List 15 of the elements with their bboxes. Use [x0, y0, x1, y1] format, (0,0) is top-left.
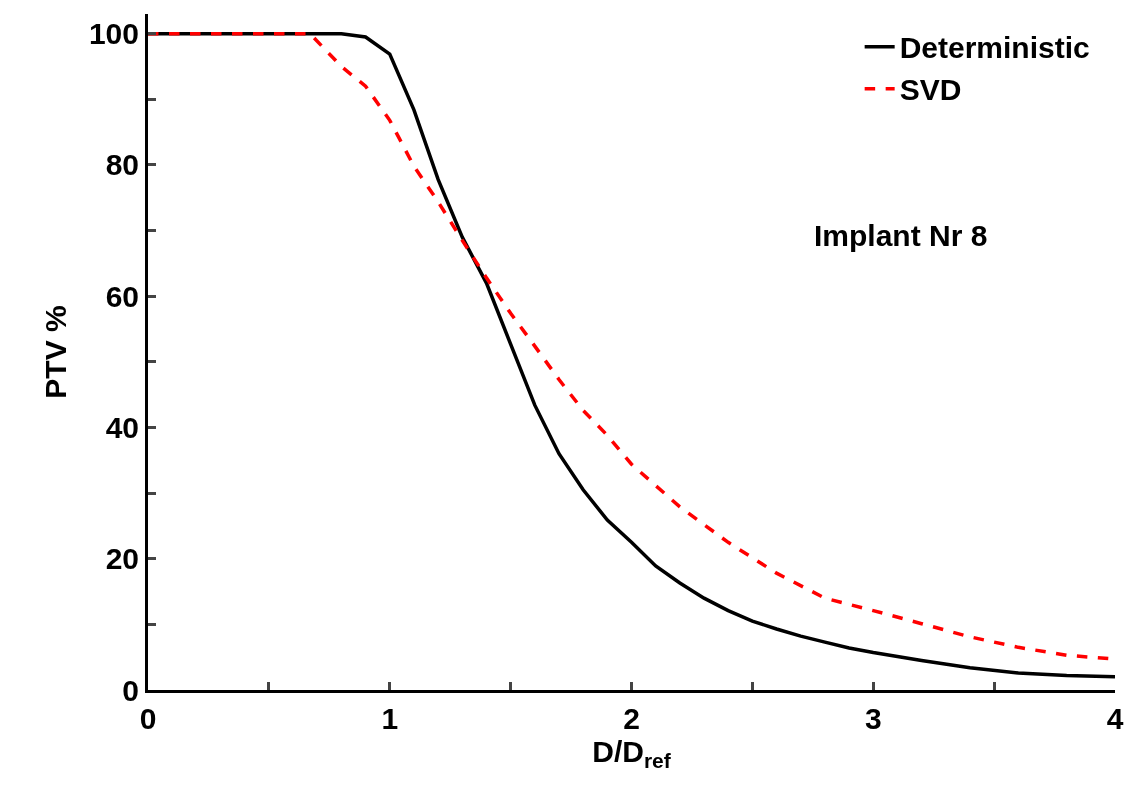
x-tick-label: 2 — [623, 702, 640, 735]
x-tick-label: 3 — [864, 702, 882, 735]
y-tick-label: 20 — [105, 542, 139, 576]
x-tick-label: 4 — [1106, 702, 1124, 735]
x-tick-label: 1 — [381, 702, 399, 735]
legend-label: Deterministic — [899, 31, 1090, 65]
y-tick-label: 40 — [105, 410, 139, 444]
y-tick-label: 60 — [105, 279, 139, 313]
legend-label: SVD — [899, 73, 962, 107]
annotation: Implant Nr 8 — [814, 219, 988, 252]
y-tick-label: 0 — [122, 673, 139, 707]
y-tick-label: 80 — [105, 148, 139, 182]
x-axis-title: D/D$_{ref}$ — [592, 735, 672, 773]
y-axis-title: PTV % — [38, 305, 72, 399]
y-tick-label: 100 — [88, 17, 139, 51]
